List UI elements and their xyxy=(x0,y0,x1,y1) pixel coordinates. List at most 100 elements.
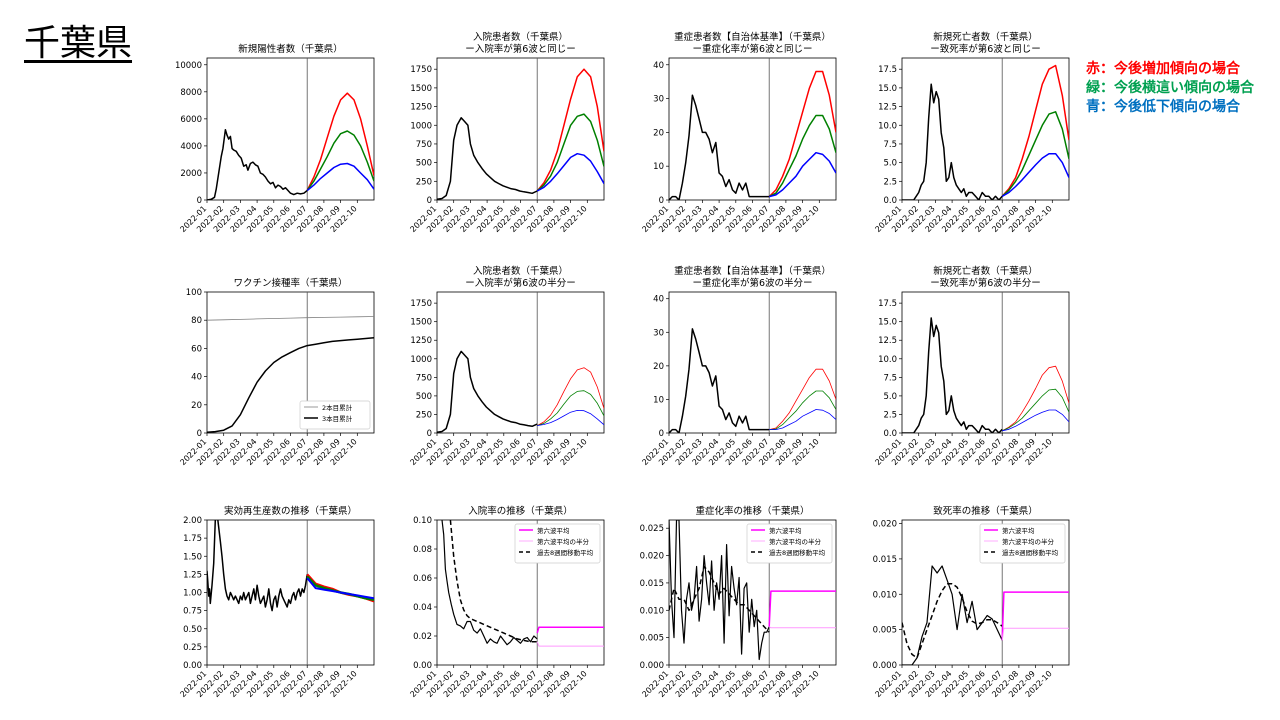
series-line-green xyxy=(1002,388,1069,432)
series-line-magenta xyxy=(536,626,604,634)
series-line-black xyxy=(437,350,538,433)
y-tick-label: 0 xyxy=(197,196,202,206)
y-tick-label: 1500 xyxy=(410,318,432,328)
y-tick-label: 2000 xyxy=(180,169,202,179)
y-tick-label: 0.025 xyxy=(640,524,664,534)
series-group xyxy=(669,70,836,200)
series-line-green xyxy=(769,390,836,430)
series-line-blue xyxy=(769,409,836,431)
series-line-pink xyxy=(536,641,604,647)
y-tick-label: 80 xyxy=(191,316,202,326)
legend-label: 第六波平均 xyxy=(769,526,802,535)
y-tick-label: 0 xyxy=(659,429,664,439)
chart-title: ワクチン接種率（千葉県） xyxy=(233,277,347,289)
series-line-green xyxy=(1001,111,1069,197)
series-line-blue xyxy=(536,152,604,192)
y-tick-label: 0 xyxy=(427,429,432,439)
chart-inpatients-a: 入院患者数（千葉県）ー入院率が第6波と同じー 0 250 500 750 1000 1250… xyxy=(408,31,605,234)
chart-title: 致死率の推移（千葉県） xyxy=(933,505,1038,517)
y-tick-label: 1000 xyxy=(410,121,432,131)
y-tick-label: 0.005 xyxy=(640,634,664,644)
chart-title: 実効再生産数の推移（千葉県） xyxy=(224,505,357,517)
chart-title: 入院率の推移（千葉県） xyxy=(468,505,573,517)
y-tick-label: 0.010 xyxy=(873,590,897,600)
axes-frame xyxy=(436,291,605,434)
axes-frame xyxy=(206,57,375,201)
y-tick-label: 0.00 xyxy=(413,661,432,671)
series-line-blue xyxy=(306,162,374,192)
chart-title: ー入院率が第6波と同じー xyxy=(465,43,576,55)
y-tick-label: 1500 xyxy=(410,84,432,94)
y-tick-label: 1750 xyxy=(410,299,432,309)
y-tick-label: 1250 xyxy=(410,103,432,113)
series-line-black xyxy=(669,520,770,661)
y-tick-label: 0.000 xyxy=(873,661,897,671)
y-tick-label: 20 xyxy=(653,362,664,372)
series-line-black xyxy=(437,117,538,200)
y-tick-label: 20 xyxy=(653,128,664,138)
series-line-black xyxy=(207,337,374,433)
y-tick-label: 0.25 xyxy=(183,643,202,653)
y-tick-label: 500 xyxy=(416,392,432,402)
series-line-black xyxy=(669,565,770,633)
y-tick-label: 1000 xyxy=(410,355,432,365)
series-group xyxy=(902,565,1069,665)
y-tick-label: 4000 xyxy=(180,142,202,152)
axes-frame xyxy=(668,57,837,201)
y-tick-label: 0.75 xyxy=(183,607,202,617)
chart-severe-a: 重症患者数【自治体基準】（千葉県）ー重症化率が第6波と同じー0102030402… xyxy=(640,31,837,234)
legend-frame xyxy=(299,400,371,430)
legend-frame xyxy=(746,523,833,564)
chart-title: 新規死亡者数（千葉県） xyxy=(933,31,1038,43)
y-tick-label: 40 xyxy=(653,61,664,71)
y-tick-label: 0.010 xyxy=(640,606,664,616)
series-line-blue xyxy=(537,409,604,426)
scenario-legend-red: 赤：今後増加傾向の場合 xyxy=(1086,61,1240,77)
series-line-blue xyxy=(1002,409,1069,432)
chart-title: 重症患者数【自治体基準】（千葉県） xyxy=(674,265,831,277)
series-line-black xyxy=(669,94,770,200)
y-tick-label: 0.08 xyxy=(413,545,432,555)
y-tick-label: 10.0 xyxy=(878,355,897,365)
legend-label: 3本目累計 xyxy=(322,414,353,423)
series-line-red xyxy=(768,70,836,198)
chart-severe-rate: 重症化率の推移（千葉県） 0.000 0.005 0.010 0.015 0.020 0.0… xyxy=(640,505,837,699)
y-tick-label: 0.015 xyxy=(640,579,664,589)
chart-title: ー入院率が第6波の半分ー xyxy=(465,277,576,289)
series-line-black xyxy=(207,520,308,612)
y-tick-label: 1.75 xyxy=(183,534,202,544)
y-tick-label: 2.5 xyxy=(883,410,897,420)
chart-severe-b: 重症患者数【自治体基準】（千葉県）ー重症化率が第6波の半分ー0102030402… xyxy=(640,265,837,467)
y-tick-label: 30 xyxy=(653,95,664,105)
y-tick-label: 17.5 xyxy=(878,299,897,309)
chart-hosp-rate: 入院率の推移（千葉県）0.000.020.040.060.080.102022-… xyxy=(408,505,605,699)
series-line-red xyxy=(537,367,604,426)
y-tick-label: 0.020 xyxy=(640,552,664,562)
y-tick-label: 5.0 xyxy=(883,392,897,402)
y-tick-label: 15.0 xyxy=(878,318,897,328)
series-group xyxy=(902,64,1069,200)
series-line-black xyxy=(441,520,538,646)
legend-label: 過去8週間移動平均 xyxy=(1002,548,1059,557)
chart-deaths-b: 新規死亡者数（千葉県）ー致死率が第6波の半分ー 0.0 2.5 5.0 7.5 10.0 1… xyxy=(873,265,1070,467)
scenario-legend-blue: 青：今後低下傾向の場合 xyxy=(1086,99,1240,115)
series-group xyxy=(441,520,604,647)
series-group xyxy=(437,350,604,433)
series-line-pink xyxy=(768,626,836,629)
y-tick-label: 0 xyxy=(659,196,664,206)
y-tick-label: 20 xyxy=(191,401,202,411)
series-line-blue xyxy=(1001,152,1069,197)
series-line-red xyxy=(1002,365,1069,432)
chart-title: 重症患者数【自治体基準】（千葉県） xyxy=(674,31,831,43)
legend-label: 過去8週間移動平均 xyxy=(769,548,826,557)
y-tick-label: 2.00 xyxy=(183,516,202,526)
y-tick-label: 1.25 xyxy=(183,570,202,580)
y-tick-label: 0.000 xyxy=(640,661,664,671)
page-title: 千葉県 xyxy=(24,23,133,64)
series-line-black xyxy=(902,565,1003,665)
y-tick-label: 0.02 xyxy=(413,632,432,642)
axes-frame xyxy=(206,519,375,666)
chart-title: 重症化率の推移（千葉県） xyxy=(695,505,809,517)
series-line-black xyxy=(902,317,1003,433)
